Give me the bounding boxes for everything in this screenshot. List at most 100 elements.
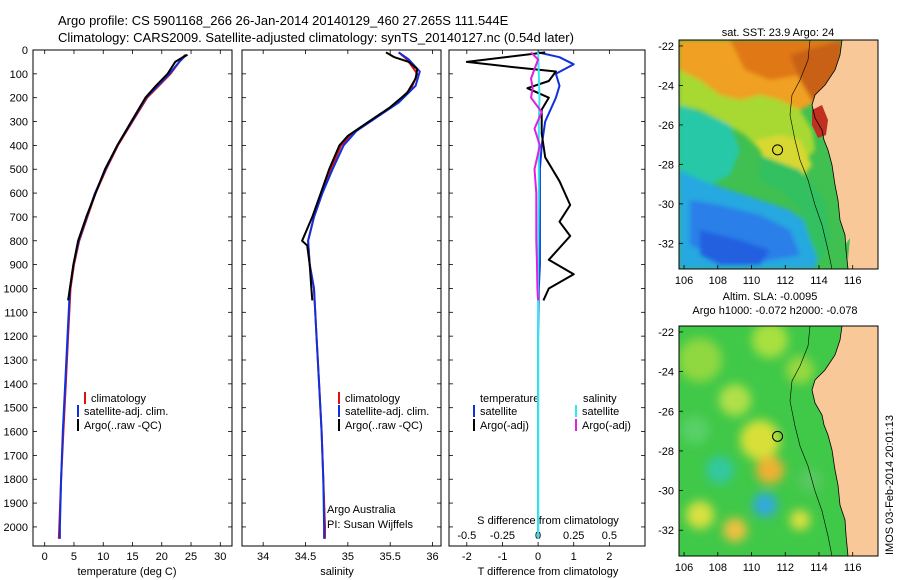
temperature-xlabel: temperature (deg C)	[77, 566, 176, 578]
depth-tick-label: 1900	[4, 498, 28, 510]
sst-map-y-tick-label: -32	[658, 238, 674, 250]
temperature-series-line	[57, 54, 186, 539]
temperature-legend: climatology satellite-adj. clim. Argo(..…	[77, 392, 168, 432]
sst-map-title: sat. SST: 23.9 Argo: 24	[722, 27, 835, 39]
temperature-series-line	[67, 53, 188, 301]
depth-tick-label: 0	[22, 45, 28, 57]
depth-tick-label: 200	[10, 93, 28, 105]
temperature-plot-frame	[32, 49, 233, 547]
salinity-series-line	[307, 51, 421, 539]
difference-x-tick-label: -2	[462, 551, 472, 563]
legend-argo: Argo(..raw -QC)	[84, 420, 162, 432]
legend-climatology: climatology	[345, 393, 401, 405]
temperature-series-line	[58, 54, 188, 539]
argo-australia-label: Argo Australia	[327, 504, 396, 516]
salinity-xlabel: salinity	[320, 566, 354, 578]
salinity-x-tick-label: 35.5	[379, 551, 400, 563]
difference-x2-tick-label: -0.5	[457, 530, 476, 542]
sst-map-frame	[678, 39, 879, 270]
temperature-x-tick-label: 20	[156, 551, 168, 563]
depth-tick-label: 300	[10, 117, 28, 129]
legend-sal-satellite: satellite	[582, 406, 619, 418]
sla-map-image	[679, 326, 878, 556]
sla-map-argo-location-marker	[772, 430, 784, 442]
temperature-x-tick-label: 30	[214, 551, 226, 563]
depth-tick-label: 1400	[4, 379, 28, 391]
sst-map-y-tick-label: -22	[658, 41, 674, 53]
salinity-x-tick-label: 34	[257, 551, 269, 563]
sst-map-y-tick-label: -30	[658, 199, 674, 211]
sla-map-y-tick-label: -30	[658, 486, 674, 498]
difference-x2-tick-label: -0.25	[490, 530, 515, 542]
difference-series-line	[530, 51, 543, 301]
sla-map-subtitle: Argo h1000: -0.072 h2000: -0.078	[692, 305, 857, 317]
depth-tick-label: 1200	[4, 331, 28, 343]
difference-x2-tick-label: 0.5	[602, 530, 617, 542]
depth-tick-label: 1700	[4, 450, 28, 462]
imos-credit: IMOS 03-Feb-2014 20:01:13	[884, 414, 896, 555]
difference-plot-frame	[448, 49, 646, 547]
salinity-x-tick-label: 36	[426, 551, 438, 563]
temperature-x-tick-label: 15	[126, 551, 138, 563]
sla-map-x-tick-label: 116	[844, 562, 862, 574]
difference-series-line	[537, 51, 575, 539]
difference-series-line	[465, 51, 575, 301]
depth-tick-label: 600	[10, 188, 28, 200]
sla-map-x-tick-label: 108	[709, 562, 727, 574]
difference-legend: temperature satellite Argo(-adj) salinit…	[473, 393, 631, 432]
legend-salinity-heading: salinity	[583, 393, 617, 405]
salinity-x-tick-label: 34.5	[295, 551, 316, 563]
sla-map-x-tick-label: 114	[810, 562, 828, 574]
header-line-2: Climatology: CARS2009. Satellite-adjuste…	[58, 30, 574, 45]
sla-map-x-tick-label: 112	[776, 562, 794, 574]
sst-map-image	[679, 40, 878, 269]
difference-x-tick-label: 0	[535, 551, 541, 563]
depth-tick-label: 800	[10, 236, 28, 248]
sst-map-x-tick-label: 114	[810, 275, 828, 287]
difference-xlabel: T difference from climatology	[478, 566, 619, 578]
legend-climatology: climatology	[91, 393, 147, 405]
sst-map-y-tick-label: -28	[658, 159, 674, 171]
sla-map-y-tick-label: -22	[658, 327, 674, 339]
sla-map-y-tick-label: -32	[658, 525, 674, 537]
depth-tick-label: 1000	[4, 283, 28, 295]
header-line-1: Argo profile: CS 5901168_266 26-Jan-2014…	[58, 13, 509, 28]
salinity-plot-frame	[241, 49, 442, 547]
sla-map-frame	[678, 325, 879, 557]
depth-tick-label: 1100	[4, 307, 28, 319]
legend-temp-argo: Argo(-adj)	[480, 420, 529, 432]
depth-tick-label: 700	[10, 212, 28, 224]
depth-tick-label: 500	[10, 164, 28, 176]
temperature-x-tick-label: 5	[71, 551, 77, 563]
legend-satellite: satellite-adj. clim.	[345, 406, 429, 418]
sst-map-x-tick-label: 112	[776, 275, 794, 287]
sla-map-x-tick-label: 106	[675, 562, 693, 574]
depth-tick-label: 400	[10, 140, 28, 152]
sla-map-y-tick-label: -24	[658, 367, 674, 379]
legend-satellite: satellite-adj. clim.	[84, 406, 168, 418]
salinity-series-line	[301, 51, 419, 301]
legend-temp-satellite: satellite	[480, 406, 517, 418]
chart-marks: 0100200300400500600700800900100011001200…	[4, 41, 862, 574]
sst-map-x-tick-label: 116	[844, 275, 862, 287]
difference-x-tick-label: 2	[606, 551, 612, 563]
sst-map-y-tick-label: -24	[658, 80, 674, 92]
legend-temperature-heading: temperature	[480, 393, 539, 405]
sst-map-x-tick-label: 110	[743, 275, 761, 287]
pi-label: PI: Susan Wijffels	[327, 519, 413, 531]
sst-map-x-tick-label: 108	[709, 275, 727, 287]
temperature-x-tick-label: 0	[42, 551, 48, 563]
difference-x2-tick-label: 0.25	[563, 530, 584, 542]
sst-map-y-tick-label: -26	[658, 120, 674, 132]
salinity-legend: climatology satellite-adj. clim. Argo(..…	[338, 392, 429, 432]
temperature-x-tick-label: 25	[185, 551, 197, 563]
depth-tick-label: 2000	[4, 522, 28, 534]
difference-x-tick-label: -1	[498, 551, 508, 563]
sla-map-y-tick-label: -26	[658, 406, 674, 418]
difference-x-tick-label: 1	[571, 551, 577, 563]
sla-map-title: Altim. SLA: -0.0095	[723, 291, 818, 303]
difference-series-line	[537, 52, 541, 539]
depth-tick-label: 1800	[4, 474, 28, 486]
depth-tick-label: 1500	[4, 403, 28, 415]
